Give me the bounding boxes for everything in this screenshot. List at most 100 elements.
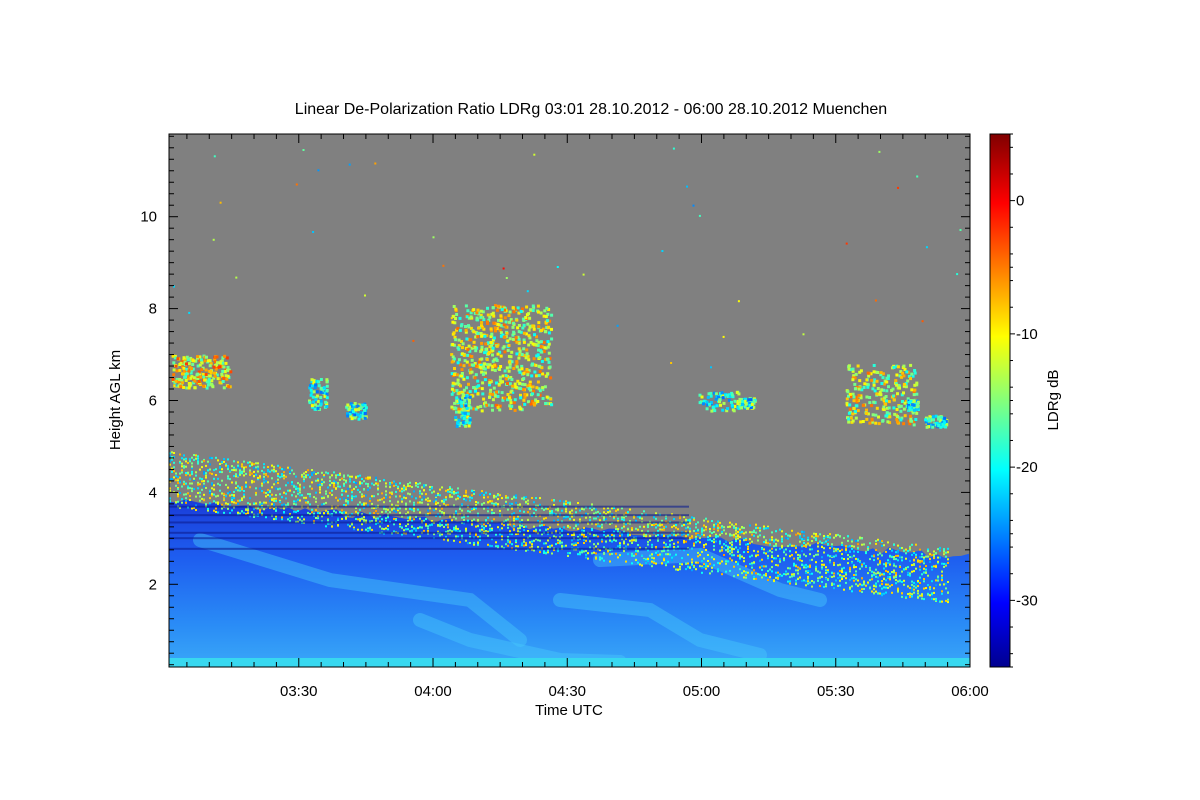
ldr-pixel — [355, 495, 357, 498]
aerosol-streak — [193, 533, 527, 647]
ldr-pixel — [453, 335, 457, 339]
ldr-pixel — [753, 531, 755, 533]
ldr-pixel — [185, 460, 187, 463]
ldr-pixel — [462, 401, 466, 404]
ldr-pixel — [883, 592, 885, 595]
ldr-pixel — [213, 374, 217, 378]
ldr-pixel — [537, 340, 541, 344]
ldr-pixel — [847, 364, 851, 368]
ldr-pixel — [183, 483, 185, 486]
ldr-pixel — [202, 384, 205, 388]
ldr-pixel — [255, 493, 257, 496]
ldr-pixel — [939, 549, 941, 552]
ldr-pixel — [515, 318, 519, 322]
ldr-pixel — [881, 554, 883, 557]
ldr-pixel — [463, 498, 465, 501]
ldr-pixel — [765, 552, 767, 555]
ldr-pixel — [173, 356, 177, 360]
ldr-pixel — [607, 511, 609, 514]
ldr-pixel — [357, 528, 359, 531]
ldr-pixel — [207, 509, 209, 512]
ldr-pixel — [491, 508, 493, 511]
ldr-pixel — [945, 563, 947, 566]
ldr-pixel — [347, 523, 349, 526]
ldr-pixel — [887, 541, 889, 544]
ldr-pixel — [351, 475, 353, 478]
ldr-pixel — [515, 540, 517, 543]
ldr-pixel — [665, 517, 667, 520]
ldr-pixel — [506, 339, 510, 343]
ldr-pixel — [585, 539, 587, 542]
ldr-pixel — [307, 474, 309, 476]
ldr-pixel — [175, 377, 179, 381]
ldr-pixel — [921, 553, 923, 556]
ldr-pixel — [933, 553, 935, 556]
ldr-pixel — [357, 518, 359, 521]
ldr-pixel — [195, 474, 197, 477]
ldr-pixel — [179, 472, 181, 475]
ldr-pixel — [853, 576, 855, 579]
ldr-pixel — [182, 367, 186, 370]
ldr-pixel — [911, 543, 913, 546]
ldr-pixel — [196, 355, 200, 359]
ldr-pixel — [465, 530, 467, 533]
ldr-pixel — [419, 490, 421, 493]
ldr-pixel — [637, 544, 639, 546]
ldr-pixel — [525, 542, 527, 545]
ldr-pixel — [653, 524, 655, 526]
ldr-pixel — [729, 552, 731, 555]
ldr-pixel — [265, 516, 267, 519]
ldr-pixel — [875, 379, 879, 383]
ldr-pixel — [831, 545, 833, 548]
ldr-pixel — [211, 487, 213, 490]
ldr-pixel — [297, 510, 299, 512]
ldr-pixel — [311, 474, 313, 477]
ldr-pixel — [546, 312, 550, 316]
ldr-pixel — [711, 405, 715, 409]
ldr-pixel — [325, 378, 329, 382]
ldr-pixel — [527, 499, 529, 502]
ldr-pixel — [457, 344, 461, 348]
ldr-pixel — [639, 546, 641, 549]
ldr-pixel — [517, 518, 519, 521]
ldr-pixel — [915, 586, 917, 589]
ldr-pixel — [819, 540, 821, 543]
ldr-pixel — [863, 543, 865, 546]
ldr-pixel — [493, 494, 495, 497]
ldr-pixel — [521, 307, 525, 311]
ldr-pixel — [547, 325, 550, 329]
ldr-pixel — [493, 512, 495, 514]
ldr-pixel — [907, 374, 911, 378]
ldr-pixel — [429, 499, 431, 502]
ldr-pixel — [517, 532, 519, 535]
ldr-pixel — [549, 544, 551, 547]
ldr-pixel — [887, 385, 890, 389]
ldr-pixel — [673, 565, 675, 568]
ldr-pixel — [352, 406, 356, 410]
ldr-pixel — [437, 494, 439, 496]
ldr-pixel — [509, 502, 511, 505]
ldr-pixel — [510, 378, 514, 381]
ldr-pixel — [333, 485, 335, 488]
ldr-pixel — [473, 376, 477, 380]
plot-area — [169, 147, 970, 667]
ldr-pixel — [761, 576, 763, 579]
ldr-pixel — [522, 323, 526, 327]
ldr-pixel — [305, 471, 307, 473]
ldr-pixel — [427, 527, 429, 530]
ldr-pixel — [609, 539, 611, 542]
ldr-pixel — [275, 480, 277, 483]
ldr-pixel — [327, 472, 329, 475]
ldr-pixel — [257, 477, 259, 479]
ldr-pixel — [503, 308, 506, 312]
ldr-pixel — [659, 528, 661, 531]
ldr-pixel — [873, 389, 877, 393]
ldr-pixel — [695, 541, 697, 544]
ldr-pixel — [881, 594, 883, 597]
ldr-pixel — [757, 573, 759, 576]
ldr-pixel — [827, 535, 829, 537]
ldr-pixel — [191, 467, 193, 470]
ldr-pixel — [409, 507, 411, 510]
ldr-pixel — [450, 372, 454, 376]
